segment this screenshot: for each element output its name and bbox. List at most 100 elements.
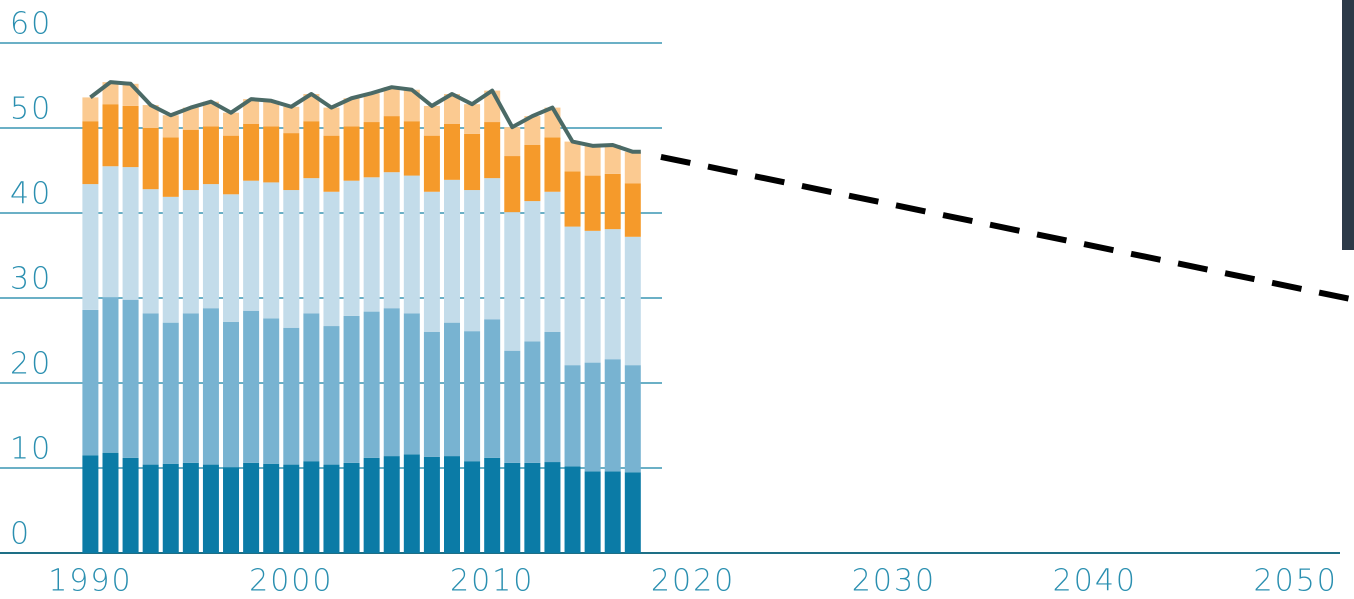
bar-segment [303,121,319,178]
bar-segment [464,104,480,134]
x-tick-label: 2040 [1053,564,1137,599]
bar-segment [303,461,319,553]
bar-segment [82,184,98,310]
bar-segment [323,326,339,465]
bar-segment [585,363,601,472]
bar-segment [163,323,179,464]
bar-segment [625,152,641,183]
bar-segment [223,136,239,195]
bar-segment [183,313,199,463]
bar-segment [364,122,380,177]
bar-segment [102,297,118,453]
bar-segment [263,182,279,318]
y-tick-label: 40 [10,177,52,212]
bar-segment [143,313,159,464]
bar-segment [323,465,339,553]
bar-segment [444,323,460,456]
x-tick-label: 2010 [450,564,534,599]
bar-segment [143,189,159,313]
bar-segment [163,464,179,553]
bar-segment [524,201,540,341]
bar-segment [223,113,239,136]
bar-segment [504,127,520,156]
bar-segment [123,167,139,300]
bar-segment [243,181,259,311]
bar-segment [243,311,259,463]
bar-segment [243,124,259,181]
bar-segment [504,463,520,553]
bar-segment [223,467,239,553]
bar-segment [102,104,118,166]
bar-segment [364,177,380,311]
chart: 0102030405060199020002010202020302040205… [0,0,1354,599]
bar-segment [424,332,440,457]
bar-segment [163,137,179,197]
bar-segment [364,312,380,458]
bar-segment [424,192,440,332]
bar-segment [384,308,400,456]
bar-segment [203,308,219,464]
bar-segment [183,130,199,190]
bar-segment [283,133,299,190]
bar-segment [625,237,641,365]
bar-segment [504,212,520,351]
y-tick-label: 50 [10,92,52,127]
bar-segment [484,122,500,178]
bar-segment [82,121,98,184]
bar-segment [323,136,339,192]
bar-segment [484,319,500,458]
photo-edge [1342,0,1354,250]
bar-segment [585,231,601,363]
bar-segment [625,365,641,472]
bar-segment [544,192,560,332]
bar-segment [183,463,199,553]
bar-segment [464,331,480,461]
x-tick-label: 2050 [1254,564,1338,599]
bar-segment [364,458,380,553]
bar-segment [444,124,460,180]
y-tick-label: 60 [10,7,52,42]
bar-segment [464,134,480,190]
bar-segment [444,456,460,553]
bar-segment [344,181,360,316]
x-tick-label: 2020 [651,564,735,599]
bar-segment [384,456,400,553]
bar-segment [323,192,339,326]
bar-segment [424,136,440,192]
bar-segment [605,471,621,553]
bar-segment [384,87,400,116]
bar-segment [504,156,520,212]
bar-segment [524,341,540,463]
bar-segment [123,458,139,553]
bar-segment [283,107,299,133]
bar-segment [544,137,560,191]
bar-segment [102,166,118,297]
bar-segment [565,365,581,466]
bar-segment [263,126,279,182]
bar-segment [464,461,480,553]
bar-segment [183,190,199,313]
bar-segment [344,463,360,553]
bar-segment [565,171,581,226]
bar-segment [404,313,420,454]
bar-segment [404,121,420,175]
bar-segment [605,174,621,229]
bar-segment [82,97,98,121]
y-tick-label: 20 [10,347,52,382]
bar-segment [123,300,139,458]
bar-segment [123,106,139,167]
x-tick-label: 1990 [48,564,132,599]
bar-segment [203,126,219,184]
bar-segment [283,190,299,328]
bar-segment [404,454,420,553]
bar-segment [82,455,98,553]
bar-segment [384,116,400,172]
bar-segment [524,463,540,553]
bar-segment [585,471,601,553]
bar-segment [82,310,98,455]
bar-segment [344,316,360,463]
bar-segment [464,190,480,331]
bar-segment [223,194,239,321]
bar-segment [384,172,400,308]
bar-segment [605,145,621,174]
